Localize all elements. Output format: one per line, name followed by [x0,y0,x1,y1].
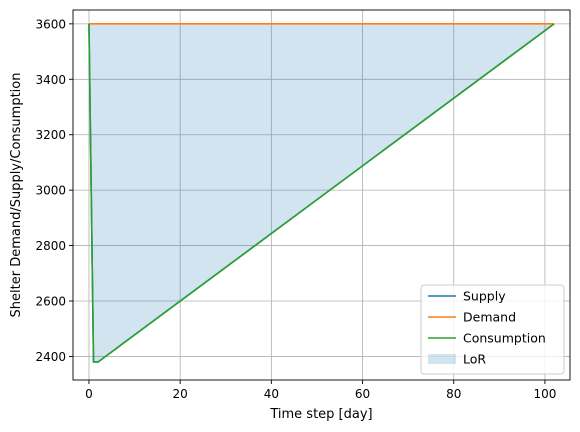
y-tick-label: 3200 [35,128,66,142]
fill-layer [88,23,555,362]
y-tick-label: 2800 [35,239,66,253]
ticks [69,23,546,384]
tick-labels: 0 20 40 60 80 100 2400 2600 2800 3000 3200 3400 3600 [35,17,556,401]
x-tick-label: 60 [355,387,370,401]
legend-label-supply: Supply [463,289,506,304]
legend-label-consumption: Consumption [463,331,546,346]
y-axis-label: Shelter Demand/Supply/Consumption [9,73,24,318]
x-tick-label: 80 [446,387,461,401]
axes-frame [72,9,571,381]
axes-border [72,9,571,381]
y-tick-label: 2600 [35,295,66,309]
legend-box [420,284,565,375]
legend: Supply Demand Consumption LoR [420,284,565,375]
y-tick-label: 2400 [35,350,66,364]
x-tick-label: 100 [533,387,556,401]
legend-label-lor: LoR [463,352,486,367]
lor-fill-area [88,23,555,362]
y-tick-label: 3000 [35,184,66,198]
series-layer [88,23,555,363]
legend-label-demand: Demand [463,310,516,325]
legend-swatch-lor [428,354,456,364]
x-tick-label: 20 [173,387,188,401]
y-tick-label: 3400 [35,73,66,87]
x-tick-label: 40 [264,387,279,401]
y-tick-label: 3600 [35,17,66,31]
series-line-consumption [88,23,555,363]
x-tick-label: 0 [85,387,93,401]
x-axis-label: Time step [day] [269,407,372,422]
